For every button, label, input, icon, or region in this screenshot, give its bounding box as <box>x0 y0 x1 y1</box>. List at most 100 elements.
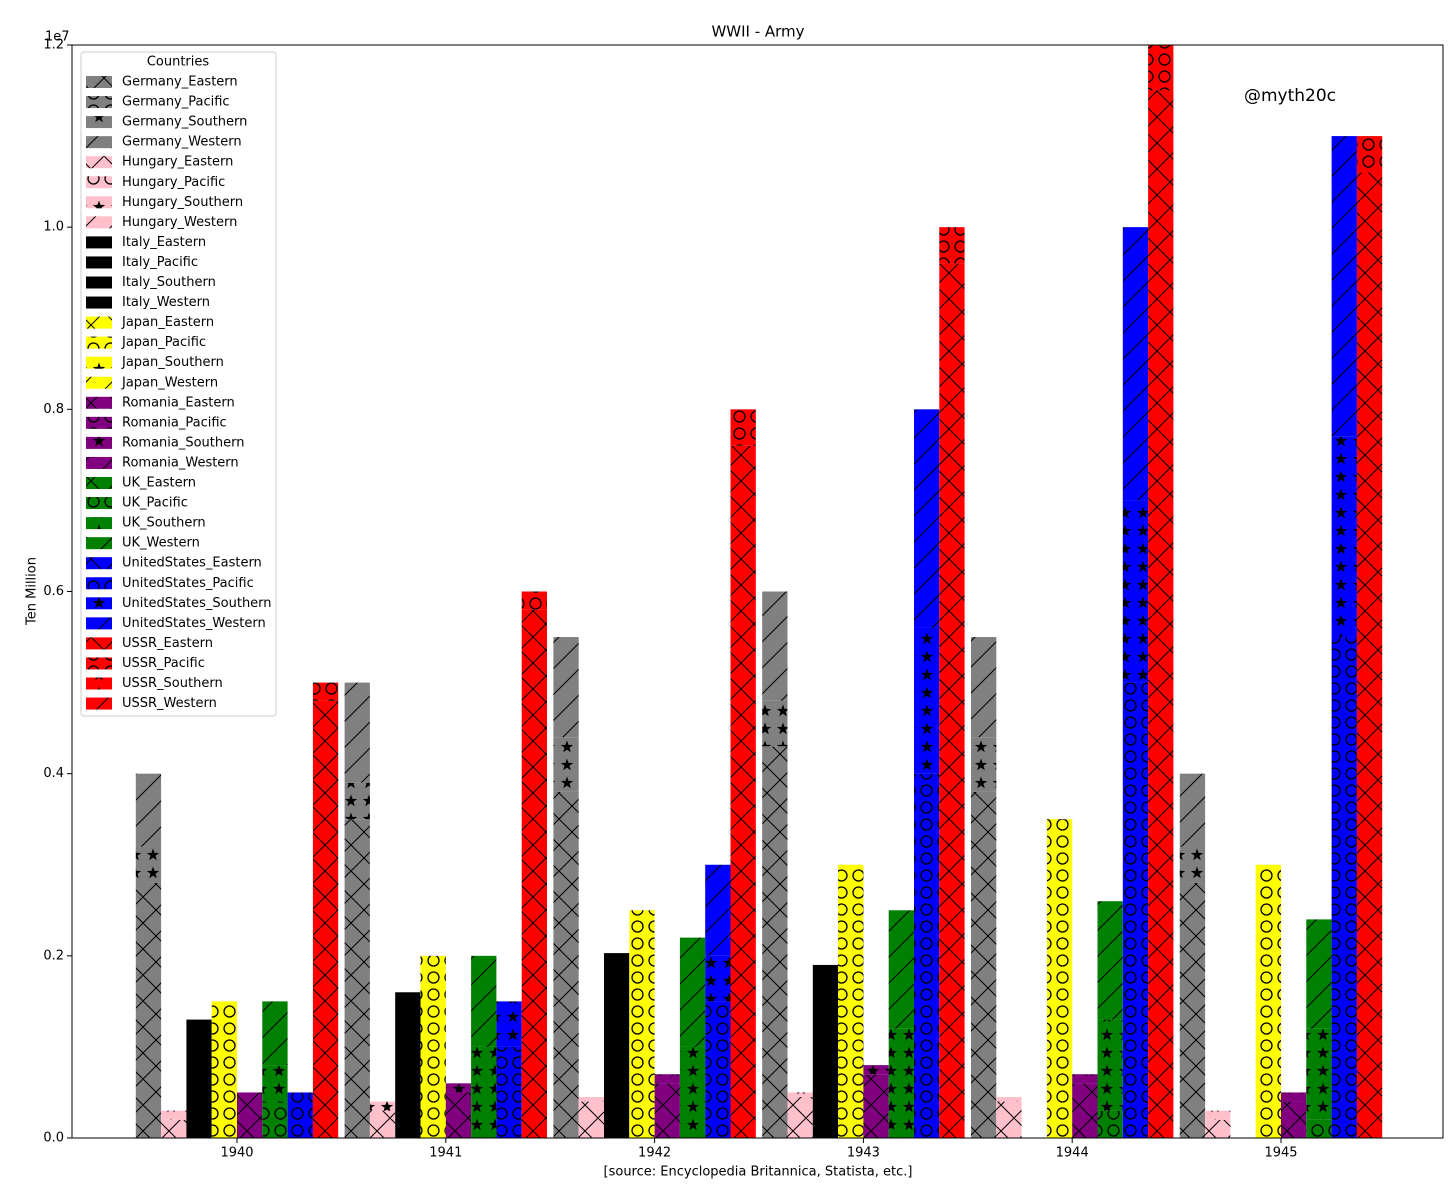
legend-swatch <box>86 136 112 149</box>
bar-segment <box>1122 682 1149 1138</box>
bar-segment <box>287 1092 313 1138</box>
legend-swatch <box>86 396 112 409</box>
bar-segment <box>838 864 864 1138</box>
legend-label: Germany_Eastern <box>122 75 238 90</box>
bar-segment <box>553 737 579 792</box>
bar-segment <box>971 791 997 1138</box>
legend-swatch <box>86 336 112 349</box>
bar-segment <box>521 591 547 610</box>
bar-segment <box>369 1101 396 1111</box>
legend-swatch <box>86 256 112 269</box>
bar-segment <box>996 1097 1022 1102</box>
legend-label: UK_Pacific <box>122 496 188 511</box>
y-axis-label: Ten Million <box>25 557 40 626</box>
bar-segment <box>654 1083 680 1138</box>
bar-segment <box>135 846 162 883</box>
legend-label: Italy_Eastern <box>122 235 206 250</box>
bar-segment <box>312 682 339 701</box>
bar-segment <box>578 1101 604 1138</box>
plot-frame <box>71 44 1444 1139</box>
legend-swatch <box>86 416 112 429</box>
bar-segment <box>344 819 370 1138</box>
bar-segment <box>1046 819 1073 1138</box>
bar-segment <box>1122 227 1149 501</box>
bar-segment <box>496 1046 522 1138</box>
bar-segment <box>471 1046 497 1138</box>
legend-label: UnitedStates_Eastern <box>122 556 262 571</box>
plot-area: 0.0 0.2 0.4 0.6 0.8 1.0 1.2 1940 1941 1942 1943 194… <box>43 38 1444 1161</box>
bar-segment <box>262 1001 288 1066</box>
legend-swatch <box>86 356 112 369</box>
legend-swatch <box>86 196 112 209</box>
bar-segment <box>1179 846 1206 883</box>
bar-segment <box>863 1065 889 1075</box>
legend-label: USSR_Southern <box>122 676 223 691</box>
legend-label: Romania_Pacific <box>122 415 227 430</box>
bar-segment <box>1097 901 1123 1020</box>
legend-swatch <box>86 497 112 510</box>
bar-segment <box>1179 882 1206 1138</box>
legend-label: UnitedStates_Southern <box>122 596 272 611</box>
x-tick-label: 1944 <box>1056 1146 1089 1161</box>
bar-segment <box>679 1046 706 1138</box>
legend-label: Japan_Western <box>121 375 218 390</box>
bar-segment <box>1281 1101 1307 1138</box>
bar-segment <box>762 700 788 747</box>
legend-label: Romania_Western <box>122 455 239 470</box>
bar-segment <box>420 955 446 1138</box>
bar-segment <box>135 882 162 1138</box>
y-tick-label: 1.2 <box>43 38 64 53</box>
x-tick-label: 1941 <box>429 1146 462 1161</box>
bar-segment <box>578 1097 604 1102</box>
bar-segment <box>344 782 370 820</box>
legend-swatch <box>86 96 112 109</box>
x-axis-label: [source: Encyclopedia Britannica, Statis… <box>604 1165 913 1180</box>
x-tick-label: 1940 <box>220 1146 253 1161</box>
x-tick-label: 1943 <box>847 1146 880 1161</box>
bar-segment <box>262 1065 288 1102</box>
bar-segment <box>914 409 940 628</box>
legend-label: Germany_Southern <box>122 115 247 130</box>
bar-segment <box>262 1101 288 1138</box>
legend-swatch <box>86 316 112 329</box>
bar-segment <box>1122 500 1149 683</box>
legend-label: Germany_Pacific <box>122 95 230 110</box>
legend-label: Japan_Southern <box>121 355 224 370</box>
chart-title: WWII - Army <box>711 23 804 41</box>
legend-swatch <box>86 236 112 249</box>
bar-segment <box>1097 1110 1123 1138</box>
legend-label: USSR_Western <box>122 696 217 711</box>
bar-segment <box>730 445 756 1138</box>
bar-segment <box>888 910 914 1029</box>
bar-segment <box>312 700 339 1138</box>
legend-swatch <box>86 156 112 169</box>
legend-label: Italy_Pacific <box>122 255 198 270</box>
bar-segment <box>1072 1083 1098 1138</box>
bar-segment <box>1072 1074 1098 1084</box>
bar-segment <box>445 1083 472 1093</box>
legend-swatch <box>86 216 112 229</box>
legend-label: USSR_Eastern <box>122 636 213 651</box>
annotation: @myth20c <box>1244 86 1336 106</box>
bar-segment <box>369 1110 396 1138</box>
bar-segment <box>395 992 421 1138</box>
bar-segment <box>996 1101 1022 1138</box>
bar-segment <box>521 609 547 1138</box>
legend-box <box>80 51 277 717</box>
bar-segment <box>1097 1019 1123 1111</box>
legend-swatch <box>86 657 112 670</box>
legend-swatch <box>86 436 112 449</box>
bar-segment <box>553 637 579 738</box>
legend-swatch <box>86 617 112 630</box>
bar-segment <box>1306 919 1332 1029</box>
legend-swatch <box>86 537 112 550</box>
legend-swatch <box>86 577 112 590</box>
legend-swatch <box>86 557 112 570</box>
legend-label: Romania_Eastern <box>122 395 235 410</box>
y-tick-label: 0.6 <box>43 584 64 599</box>
bar-segment <box>237 1092 263 1138</box>
bar-segment <box>914 773 940 1138</box>
bar-segment <box>161 1110 187 1120</box>
legend-swatch <box>86 677 112 690</box>
